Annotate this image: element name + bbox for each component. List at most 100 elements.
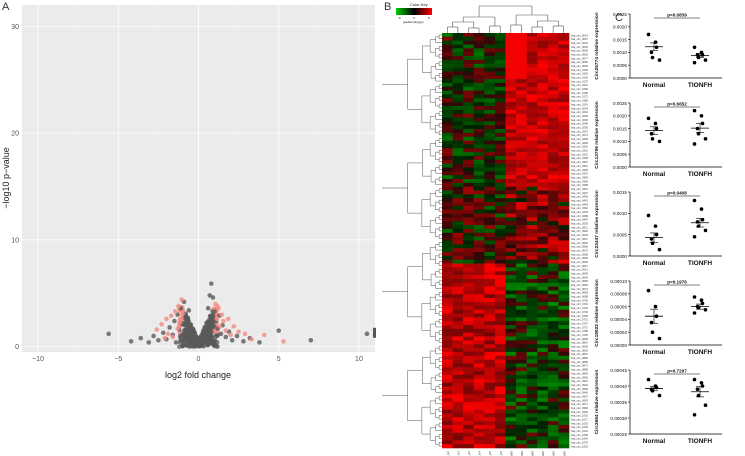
heatmap-cell	[547, 432, 559, 437]
heatmap-cell	[547, 228, 559, 234]
heatmap-cell	[473, 33, 485, 38]
heatmap-cell	[473, 401, 485, 407]
heatmap-cell	[484, 290, 496, 295]
dotplot-point	[692, 235, 697, 239]
heatmap-cell	[526, 417, 538, 422]
heatmap-cell	[547, 255, 559, 261]
heatmap-cell	[547, 259, 559, 264]
heatmap-cell	[526, 301, 538, 307]
heatmap-cell	[505, 125, 517, 130]
heatmap-cell	[452, 117, 464, 122]
heatmap-cell	[452, 421, 464, 426]
heatmap-cell	[516, 90, 527, 95]
heatmap-cell	[494, 163, 506, 168]
heatmap-cell	[516, 305, 527, 310]
heatmap-cell	[558, 424, 570, 430]
volcano-point	[213, 301, 218, 307]
heatmap-cell	[558, 194, 570, 199]
heatmap-cell	[463, 82, 475, 88]
heatmap-cell	[537, 301, 549, 307]
panel-c-letter: C	[615, 12, 623, 24]
heatmap-cell	[473, 75, 485, 80]
heatmap-cell	[473, 440, 485, 445]
heatmap-cell	[473, 413, 485, 418]
heatmap-cell	[547, 148, 559, 153]
heatmap-cell	[558, 163, 570, 168]
heatmap-cell	[505, 152, 517, 157]
heatmap-cell	[473, 344, 485, 349]
heatmap-cell	[473, 244, 485, 249]
heatmap-cell	[558, 332, 570, 337]
dotplot-point	[657, 58, 662, 62]
heatmap-cell	[494, 359, 506, 364]
heatmap-cell	[494, 390, 506, 395]
heatmap-cell	[547, 301, 559, 307]
heatmap-cell	[526, 202, 538, 207]
heatmap-cell	[442, 413, 453, 418]
heatmap-cell	[463, 236, 475, 241]
heatmap-cell	[463, 179, 475, 184]
heatmap-cell	[526, 82, 538, 88]
heatmap-cell	[494, 259, 506, 264]
heatmap-cell	[558, 440, 570, 445]
heatmap-cell	[505, 344, 517, 349]
heatmap-cell	[494, 321, 506, 326]
heatmap-cell	[505, 394, 517, 399]
heatmap-cell	[526, 102, 538, 107]
heatmap-cell	[537, 340, 549, 345]
heatmap-cell	[473, 225, 485, 230]
heatmap-cell	[558, 275, 570, 280]
heatmap-row-label: hsa_circ_0938	[571, 387, 588, 391]
heatmap-cell	[484, 33, 496, 38]
heatmap-cell	[547, 155, 559, 161]
heatmap-cell	[484, 228, 496, 234]
heatmap-cell	[473, 351, 485, 357]
heatmap-cell	[463, 444, 475, 449]
dotplot-point	[692, 108, 697, 113]
heatmap-row-label: hsa_circ_0594	[571, 256, 588, 260]
heatmap-cell	[558, 321, 570, 326]
heatmap-cell	[473, 409, 485, 414]
heatmap-cell	[526, 217, 538, 222]
heatmap-cell	[558, 90, 570, 95]
volcano-point	[172, 318, 177, 324]
heatmap-cell	[494, 171, 506, 176]
dotplot-category-label: TIONFH	[688, 82, 712, 89]
heatmap-row-label: hsa_circ_0905	[571, 375, 588, 379]
heatmap-cell	[442, 340, 453, 345]
volcano-edge-point	[373, 327, 376, 338]
heatmap-column-label: STN_H6	[499, 451, 503, 456]
heatmap-cell	[442, 86, 453, 91]
heatmap-cell	[537, 263, 549, 268]
heatmap-row-label: hsa_circ_0724	[571, 306, 588, 310]
heatmap-cell	[516, 436, 527, 441]
heatmap-cell	[547, 67, 559, 72]
heatmap-cell	[547, 244, 559, 249]
heatmap-cell	[484, 336, 496, 341]
dotplot-point	[700, 384, 705, 388]
heatmap-cell	[516, 159, 527, 164]
heatmap-cell	[452, 259, 464, 264]
heatmap-cell	[452, 271, 464, 276]
dotplot-category-label: TIONFH	[688, 171, 712, 178]
dotplot-point	[699, 207, 704, 211]
heatmap-row-label: hsa_circ_0793	[571, 333, 588, 337]
heatmap-cell	[442, 225, 453, 230]
heatmap-cell	[463, 351, 475, 357]
heatmap-cell	[452, 228, 464, 234]
heatmap-cell	[526, 67, 538, 72]
heatmap-cell	[494, 33, 506, 38]
heatmap-cell	[473, 205, 485, 211]
heatmap-cell	[494, 79, 506, 84]
heatmap-cell	[442, 213, 453, 218]
heatmap-cell	[526, 309, 538, 314]
heatmap-cell	[473, 94, 485, 99]
heatmap-cell	[473, 186, 485, 191]
heatmap-cell	[526, 390, 538, 395]
heatmap-cell	[442, 44, 453, 49]
heatmap-cell	[494, 405, 506, 410]
heatmap-row-label: hsa_circ_0213	[571, 110, 588, 114]
heatmap-cell	[484, 386, 496, 391]
heatmap-row-label: hsa_circ_0082	[571, 60, 588, 64]
dotplot-y-tick-label: 0.0025	[613, 12, 627, 17]
